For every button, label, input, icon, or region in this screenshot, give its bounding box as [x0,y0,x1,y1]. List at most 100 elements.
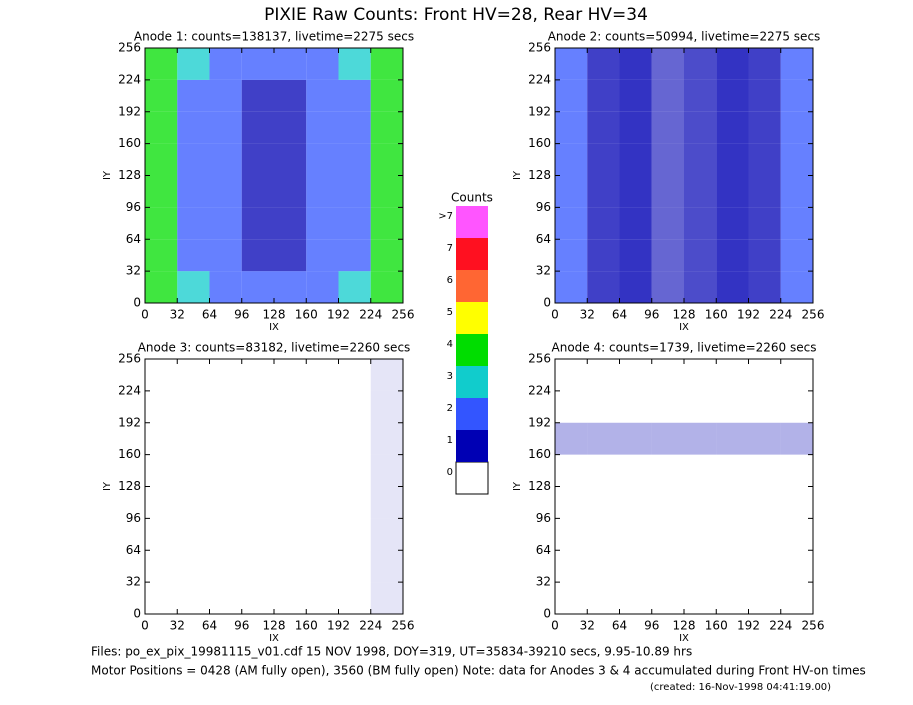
heatmap-cell [209,207,242,240]
heatmap-cell [619,175,652,208]
heatmap-cell [242,550,274,582]
heatmap-cell [274,175,307,208]
heatmap-cell [651,175,684,208]
heatmap-cell [145,518,177,550]
heatmap-cell [748,143,781,176]
heatmap-cell [370,359,403,391]
x-tick-label: 256 [802,308,825,322]
x-tick-label: 32 [580,619,595,633]
x-tick-label: 192 [327,308,350,322]
colorbar-label: 0 [447,467,453,478]
heatmap-cell [716,207,749,240]
x-tick-label: 64 [612,308,627,322]
heatmap-cell [587,111,620,144]
colorbar-swatch [456,206,488,238]
heatmap-cell [177,111,210,144]
heatmap-cell [338,271,371,303]
heatmap-cell [145,455,177,487]
y-tick-label: 256 [118,352,141,366]
heatmap-cell [684,487,716,519]
x-tick-label: 192 [327,619,350,633]
heatmap-cell [145,175,178,208]
heatmap-cell [306,487,338,519]
heatmap-cell [555,48,588,80]
heatmap-cell [370,422,403,455]
heatmap-cell [587,79,620,112]
colorbar-swatch [456,398,488,430]
heatmap-cell [716,455,748,487]
heatmap-cell [619,239,652,272]
heatmap-cell [620,455,652,487]
y-tick-label: 192 [528,104,551,118]
heatmap-cell [620,582,652,614]
heatmap-cell [555,582,587,614]
heatmap-cell [749,518,781,550]
heatmap-cell [748,422,781,455]
y-tick-label: 224 [528,383,551,397]
x-tick-label: 64 [202,308,217,322]
colorbar-label: >7 [438,211,453,222]
heatmap-cell [555,359,587,391]
heatmap-cell [177,550,209,582]
heatmap-cell [339,582,371,614]
heatmap-cell [587,359,619,391]
heatmap-cell [177,143,210,176]
heatmap-cell [749,550,781,582]
heatmap-cell [145,582,177,614]
heatmap-cell [748,175,781,208]
heatmap-cell [306,550,338,582]
y-axis-label: IY [102,481,113,491]
heatmap-cell [241,207,274,240]
footer-motor: Motor Positions = 0428 (AM fully open), … [91,664,866,678]
y-tick-label: 160 [118,136,141,150]
heatmap-cell [651,239,684,272]
heatmap-cell [339,455,371,487]
heatmap-cell [716,550,748,582]
heatmap-cell [274,48,307,80]
y-tick-label: 32 [536,264,551,278]
x-tick-label: 192 [737,619,760,633]
heatmap-cell [587,487,619,519]
heatmap-cell [716,239,749,272]
heatmap-cell [587,175,620,208]
y-tick-label: 128 [118,479,141,493]
heatmap-cell [306,207,339,240]
heatmap-cell [145,423,177,455]
heatmap-cell [210,487,242,519]
heatmap-cell [684,518,716,550]
heatmap-cell [587,143,620,176]
heatmap-cell [145,79,178,112]
heatmap-cell [242,582,274,614]
colorbar-swatch [456,366,488,398]
heatmap-cell [274,423,306,455]
x-tick-label: 128 [263,619,286,633]
colorbar-title: Counts [451,191,493,205]
heatmap-cell [241,79,274,112]
panel-title: Anode 4: counts=1739, livetime=2260 secs [552,341,817,355]
heatmap-cell [555,143,588,176]
heatmap-cell [274,79,307,112]
heatmap-cell [145,487,177,519]
heatmap-cell [748,271,781,303]
heatmap-cell [210,518,242,550]
heatmap-cell [209,79,242,112]
colorbar-label: 6 [447,275,453,286]
heatmap-cell [274,391,306,423]
y-tick-label: 0 [543,607,551,621]
heatmap-cell [781,550,813,582]
heatmap-cell [620,518,652,550]
x-axis-label: IX [679,322,689,333]
x-tick-label: 256 [392,308,415,322]
colorbar-label: 1 [447,435,453,446]
x-tick-label: 192 [737,308,760,322]
heatmap-cell [684,207,717,240]
heatmap-cell [145,391,177,423]
heatmap-cell [780,143,813,176]
heatmap-cell [339,550,371,582]
heatmap-cell [177,582,209,614]
heatmap-cell [274,518,306,550]
heatmap-cell [177,271,210,303]
heatmap-cell [306,423,338,455]
heatmap-cell [177,487,209,519]
heatmap-cell [684,271,717,303]
